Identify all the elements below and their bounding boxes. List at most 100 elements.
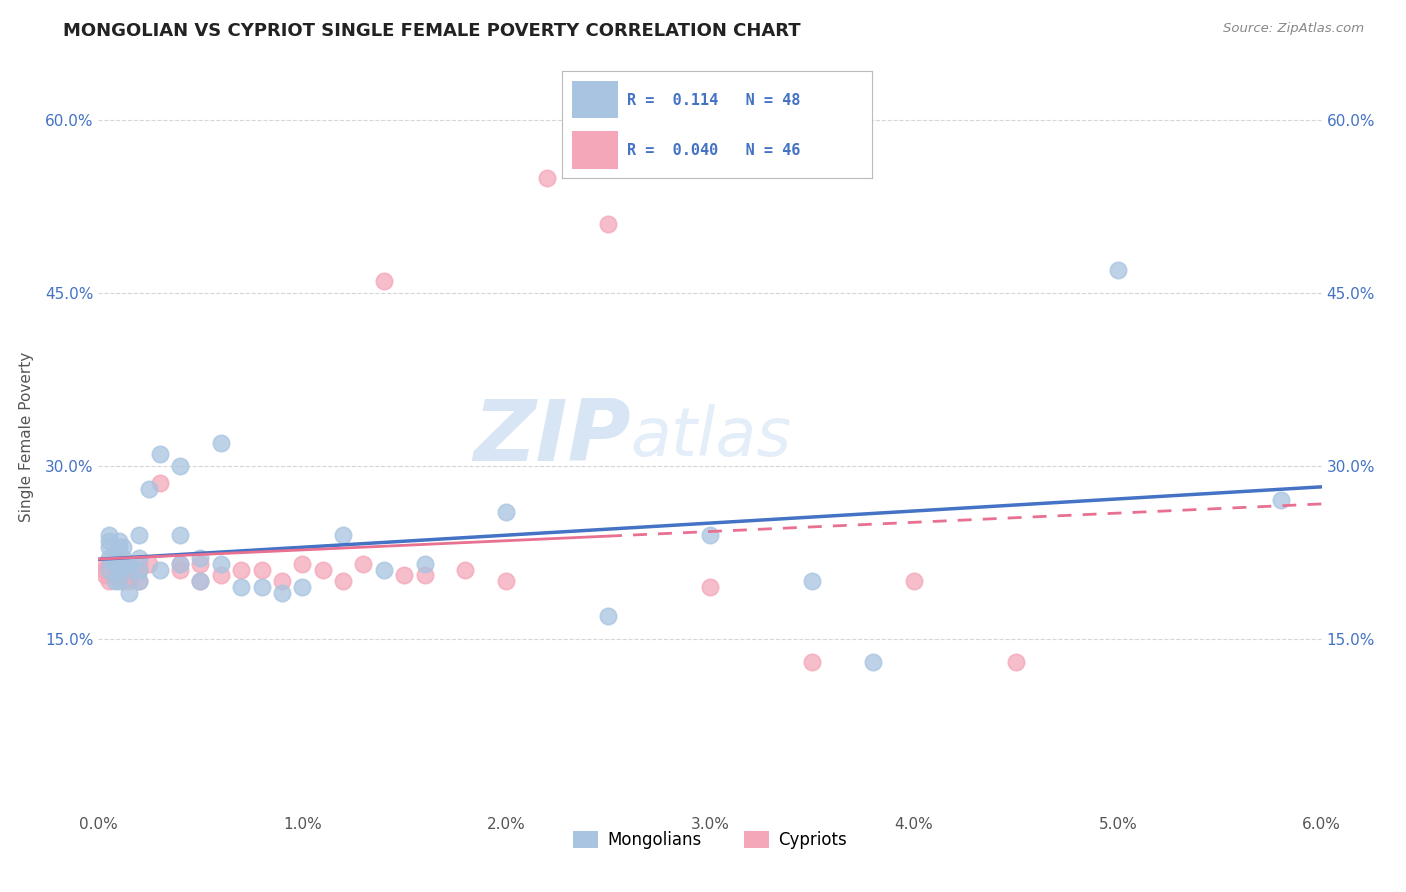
Point bbox=[270, 585, 292, 599]
Point bbox=[1107, 263, 1129, 277]
Point bbox=[108, 563, 131, 577]
Point bbox=[104, 557, 127, 571]
Point bbox=[598, 217, 620, 231]
Point bbox=[188, 574, 212, 589]
Point bbox=[169, 557, 191, 571]
Point bbox=[118, 585, 141, 599]
Point bbox=[108, 563, 131, 577]
Point bbox=[118, 563, 141, 577]
Point bbox=[118, 574, 141, 589]
Point bbox=[108, 551, 131, 566]
Point bbox=[903, 574, 925, 589]
Point bbox=[111, 540, 134, 554]
Point bbox=[108, 545, 131, 559]
Point bbox=[128, 557, 150, 571]
Point bbox=[495, 505, 517, 519]
Point bbox=[111, 563, 134, 577]
Text: atlas: atlas bbox=[630, 404, 792, 470]
Point bbox=[209, 557, 232, 571]
Point bbox=[104, 551, 127, 566]
Point bbox=[188, 557, 212, 571]
Point bbox=[699, 528, 721, 542]
Text: MONGOLIAN VS CYPRIOT SINGLE FEMALE POVERTY CORRELATION CHART: MONGOLIAN VS CYPRIOT SINGLE FEMALE POVER… bbox=[63, 22, 801, 40]
Point bbox=[373, 563, 395, 577]
Y-axis label: Single Female Poverty: Single Female Poverty bbox=[18, 352, 34, 522]
Point bbox=[97, 563, 120, 577]
Text: ZIP: ZIP bbox=[472, 395, 630, 479]
Point bbox=[104, 568, 127, 582]
Point bbox=[598, 608, 620, 623]
Point bbox=[97, 557, 120, 571]
Point bbox=[111, 574, 134, 589]
Point bbox=[128, 551, 150, 566]
Text: R =  0.114   N = 48: R = 0.114 N = 48 bbox=[627, 93, 801, 108]
Point bbox=[149, 476, 172, 491]
Point bbox=[413, 557, 436, 571]
Point bbox=[1270, 493, 1292, 508]
Point bbox=[138, 482, 160, 496]
Point bbox=[1004, 655, 1026, 669]
Point bbox=[104, 574, 127, 589]
Point bbox=[93, 563, 115, 577]
Point bbox=[169, 528, 191, 542]
Point bbox=[801, 655, 824, 669]
Point bbox=[332, 574, 354, 589]
Point bbox=[149, 447, 172, 461]
Point bbox=[108, 551, 131, 566]
Point bbox=[97, 574, 120, 589]
Point bbox=[93, 568, 115, 582]
Point bbox=[97, 528, 120, 542]
Point bbox=[128, 528, 150, 542]
Point bbox=[332, 528, 354, 542]
Point bbox=[97, 551, 120, 566]
Point bbox=[352, 557, 374, 571]
Point bbox=[270, 574, 292, 589]
Point bbox=[108, 574, 131, 589]
Point bbox=[291, 557, 314, 571]
Point bbox=[118, 563, 141, 577]
Legend: Mongolians, Cypriots: Mongolians, Cypriots bbox=[567, 824, 853, 855]
Point bbox=[97, 540, 120, 554]
Point bbox=[311, 563, 335, 577]
Point bbox=[699, 580, 721, 594]
Point bbox=[128, 563, 150, 577]
Point bbox=[111, 557, 134, 571]
Point bbox=[108, 533, 131, 548]
Point bbox=[169, 557, 191, 571]
Point bbox=[108, 557, 131, 571]
FancyBboxPatch shape bbox=[572, 81, 619, 119]
Point bbox=[93, 557, 115, 571]
Point bbox=[250, 563, 273, 577]
Point bbox=[108, 540, 131, 554]
Point bbox=[454, 563, 477, 577]
Point bbox=[104, 563, 127, 577]
Point bbox=[413, 568, 436, 582]
Point bbox=[188, 574, 212, 589]
Point bbox=[231, 563, 253, 577]
Point bbox=[169, 458, 191, 473]
Point bbox=[128, 574, 150, 589]
Point bbox=[392, 568, 416, 582]
Point bbox=[801, 574, 824, 589]
Point bbox=[209, 435, 232, 450]
Point bbox=[373, 275, 395, 289]
Point bbox=[104, 557, 127, 571]
Point bbox=[188, 551, 212, 566]
Text: Source: ZipAtlas.com: Source: ZipAtlas.com bbox=[1223, 22, 1364, 36]
Point bbox=[862, 655, 884, 669]
Point bbox=[128, 574, 150, 589]
Point bbox=[495, 574, 517, 589]
Point bbox=[209, 568, 232, 582]
Point bbox=[138, 557, 160, 571]
Point bbox=[250, 580, 273, 594]
Point bbox=[149, 563, 172, 577]
Point bbox=[97, 563, 120, 577]
Point bbox=[97, 533, 120, 548]
Point bbox=[111, 551, 134, 566]
FancyBboxPatch shape bbox=[572, 131, 619, 169]
Point bbox=[231, 580, 253, 594]
Point bbox=[111, 557, 134, 571]
Point bbox=[169, 563, 191, 577]
Text: R =  0.040   N = 46: R = 0.040 N = 46 bbox=[627, 143, 801, 158]
Point bbox=[536, 170, 558, 185]
